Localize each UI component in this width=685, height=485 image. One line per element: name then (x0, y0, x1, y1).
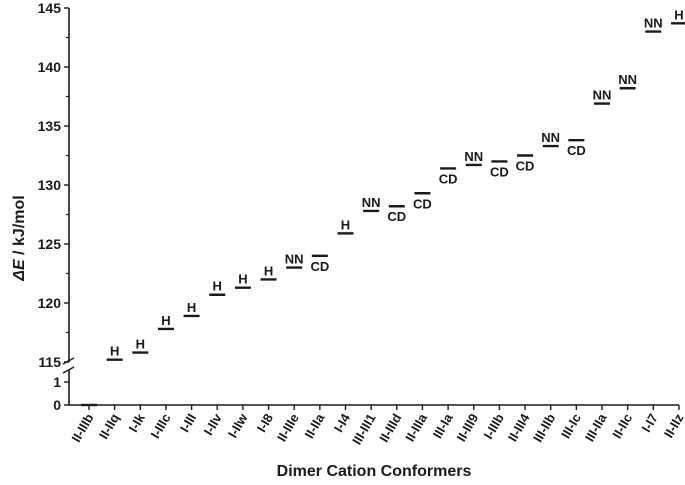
x-tick-label: III-IIb (530, 411, 558, 445)
x-tick-label: I-III (177, 411, 199, 435)
mark-label: H (264, 263, 273, 278)
mark-label: H (136, 337, 145, 352)
mark-label: H (213, 279, 222, 294)
mark-label: NN (593, 88, 612, 103)
axis-break-mark-upper (62, 357, 75, 365)
y-tick-label: 125 (38, 236, 62, 252)
y-axis-ticks: 115 120 125 130 135 140 145 0 1 (38, 0, 69, 413)
x-tick-label: II-IIId (376, 411, 404, 445)
y-tick-label: 145 (38, 0, 62, 16)
x-tick-label: II-IIIe (274, 411, 302, 444)
y-tick-label: 120 (38, 295, 62, 311)
mark-label: NN (285, 252, 304, 267)
mark-label: CD (310, 259, 329, 274)
mark-label: H (341, 217, 350, 232)
x-tick-label: II-IIIb (68, 411, 96, 445)
mark-label: CD (567, 143, 586, 158)
x-tick-label: II-IIq (96, 411, 122, 442)
x-tick-label: III-Ic (558, 411, 584, 441)
x-tick-label: II-III9 (454, 411, 482, 444)
y-tick-label: 135 (38, 118, 62, 134)
x-tick-label: III-III1 (349, 411, 379, 447)
x-tick-label: I-IIIc (148, 411, 174, 441)
mark-label: CD (439, 171, 458, 186)
x-axis-ticks: II-IIIb II-IIq I-Ik I-IIIc I-III I-IIv I-IIw I-… (68, 405, 685, 447)
x-tick-label: II-IIa (301, 410, 327, 441)
mark-label: CD (516, 159, 535, 174)
x-tick-label: I-IIv (201, 410, 226, 438)
x-tick-label: I-I7 (639, 411, 661, 435)
x-tick-label: I-Ik (126, 410, 149, 434)
mark-label: CD (490, 164, 509, 179)
x-tick-label: I-IIw (225, 410, 251, 440)
x-tick-label: III-Ia (430, 410, 456, 441)
x-tick-label: II-III4 (505, 410, 533, 444)
x-tick-label: II-IIc (609, 411, 635, 441)
y-tick-label: 140 (38, 59, 62, 75)
x-tick-label: II-IIIa (402, 410, 430, 444)
axis-break-mark-lower (62, 366, 75, 374)
mark-label: CD (387, 209, 406, 224)
mark-label: H (110, 344, 119, 359)
mark-label: NN (618, 72, 637, 87)
mark-label: H (161, 313, 170, 328)
y-axis-title: ΔE / kJ/mol (11, 195, 28, 281)
x-axis-title: Dimer Cation Conformers (277, 463, 472, 480)
mark-label: H (238, 272, 247, 287)
y-tick-label: 1 (53, 374, 61, 390)
mark-label: NN (541, 130, 560, 145)
y-tick-label: 130 (38, 177, 62, 193)
mark-label: H (674, 7, 683, 22)
mark-label: H (187, 300, 196, 315)
y-axis-units: / kJ/mol (11, 195, 28, 259)
mark-label: NN (464, 149, 483, 164)
x-tick-label: III-IIa (582, 410, 610, 444)
mark-label: CD (413, 196, 432, 211)
y-axis-symbol: ΔE (11, 258, 28, 282)
mark-label: NN (644, 16, 663, 31)
x-tick-label: I-I8 (254, 411, 276, 435)
x-tick-label: I-I4 (331, 410, 354, 434)
x-tick-label: II-IIz (661, 411, 685, 441)
mark-label: NN (362, 195, 381, 210)
energy-marks: H H H H H H H NN CD H NN CD CD CD NN CD CD NN CD NN NN NN H (81, 7, 685, 407)
y-tick-label: 0 (53, 397, 61, 413)
y-tick-label: 115 (38, 354, 61, 370)
x-tick-label: I-IIIb (481, 411, 507, 442)
